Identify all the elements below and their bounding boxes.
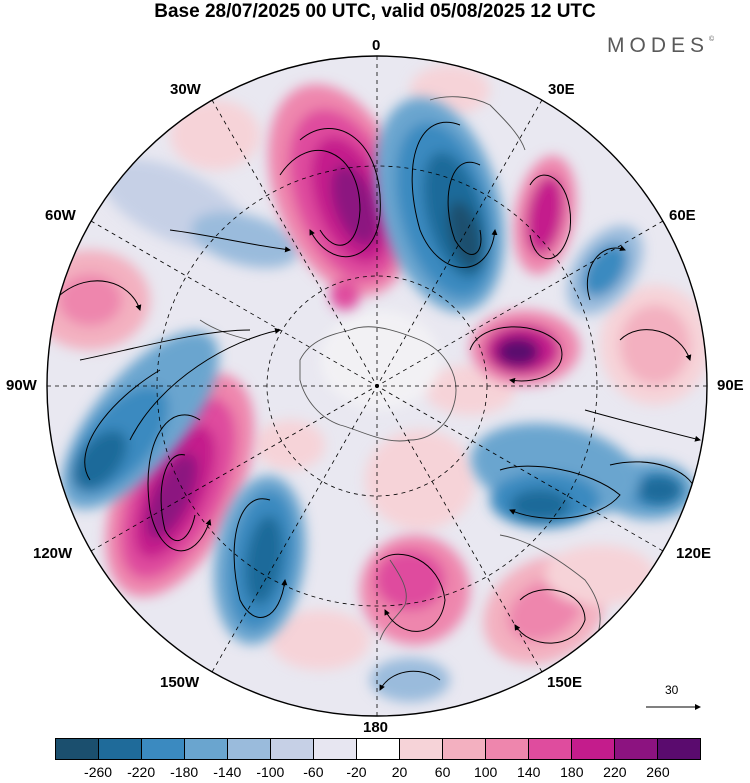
anomaly-field: [47, 56, 707, 716]
meridian-label-180: 180: [363, 719, 389, 736]
colorbar-tick-label: 20: [391, 764, 408, 780]
colorbar-tick-label: -20: [346, 764, 367, 780]
meridian-label-0: 0: [372, 37, 381, 54]
meridian-label-60w: 60W: [45, 207, 76, 224]
meridian-label-90e: 90E: [717, 377, 744, 394]
meridian-label-150e: 150E: [547, 674, 583, 691]
colorbar-ticks: -260 -220 -180 -140 -100 -60 -20 20 60 100 140 180 2…: [55, 764, 701, 782]
colorbar-segment: [442, 739, 485, 759]
map-title: Base 28/07/2025 00 UTC, valid 05/08/2025…: [154, 1, 596, 22]
meridian-label-120w: 120W: [33, 545, 73, 562]
colorbar-segment: [98, 739, 141, 759]
colorbar-tick-label: 60: [434, 764, 451, 780]
colorbar-tick-label: -220: [127, 764, 156, 780]
colorbar-tick-label: -180: [170, 764, 199, 780]
polar-map[interactable]: [0, 0, 750, 735]
colorbar-segment: [571, 739, 614, 759]
colorbar-segment: [141, 739, 184, 759]
colorbar-segment: [614, 739, 657, 759]
colorbar-segment: [56, 739, 98, 759]
colorbar-segment: [313, 739, 356, 759]
streamlines: [59, 121, 701, 691]
meridian-label-60e: 60E: [669, 207, 696, 224]
colorbar-tick-label: -140: [213, 764, 242, 780]
map-border: [46, 55, 708, 717]
meridian-label-120e: 120E: [676, 545, 712, 562]
colorbar-segment: [227, 739, 270, 759]
colorbar: [55, 738, 701, 760]
colorbar-segment: [657, 739, 700, 759]
colorbar-segment: [356, 739, 399, 759]
colorbar-tick-label: 140: [517, 764, 541, 780]
colorbar-tick-label: 260: [646, 764, 670, 780]
vector-scale-label: 30: [665, 683, 679, 697]
modes-logo: MODES©: [607, 34, 715, 57]
colorbar-tick-label: 100: [473, 764, 498, 780]
colorbar-segment: [399, 739, 442, 759]
colorbar-segment: [485, 739, 528, 759]
meridian-label-90w: 90W: [6, 377, 37, 394]
colorbar-segment: [270, 739, 313, 759]
meridian-label-30w: 30W: [170, 81, 201, 98]
colorbar-tick-label: 220: [603, 764, 627, 780]
colorbar-segment: [528, 739, 571, 759]
meridian-label-30e: 30E: [548, 81, 575, 98]
colorbar-tick-label: -260: [84, 764, 113, 780]
meridian-label-150w: 150W: [160, 674, 200, 691]
colorbar-tick-label: -60: [303, 764, 324, 780]
colorbar-segment: [184, 739, 227, 759]
colorbar-tick-label: 180: [560, 764, 584, 780]
colorbar-tick-label: -100: [256, 764, 285, 780]
